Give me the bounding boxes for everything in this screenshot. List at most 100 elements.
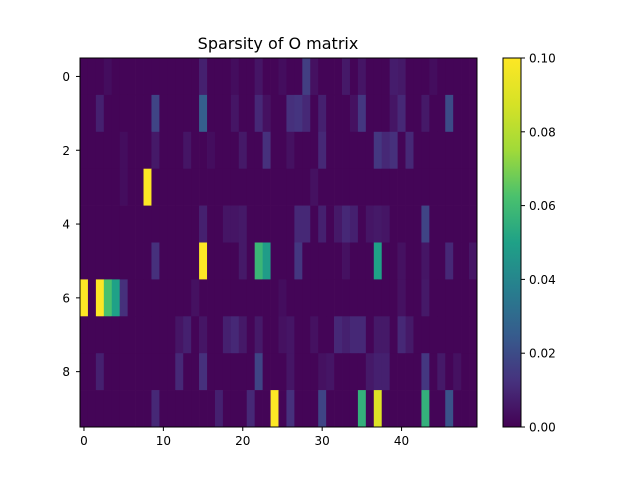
heatmap-cell — [453, 279, 462, 317]
heatmap-cell — [199, 279, 208, 317]
heatmap-cell — [167, 94, 176, 133]
heatmap-cell — [246, 168, 256, 206]
heatmap-cell — [278, 353, 287, 391]
heatmap-cell — [135, 58, 144, 96]
heatmap-cell — [445, 58, 454, 96]
heatmap-cell — [80, 316, 89, 354]
heatmap-cell — [135, 168, 144, 206]
heatmap-cell — [357, 353, 367, 391]
heatmap-cell — [334, 58, 343, 96]
heatmap-cell — [111, 94, 121, 133]
heatmap-cell — [167, 205, 176, 243]
heatmap-cell — [294, 94, 303, 133]
heatmap-cell — [143, 58, 152, 96]
x-tick-label: 0 — [80, 434, 88, 448]
heatmap-cell — [183, 168, 192, 206]
heatmap-cell — [326, 94, 335, 133]
heatmap-cell — [405, 242, 414, 280]
heatmap-cell — [278, 390, 287, 428]
heatmap-cell — [294, 242, 303, 280]
heatmap-cell — [151, 279, 160, 317]
heatmap-cell — [469, 353, 478, 391]
heatmap-cell — [87, 390, 97, 428]
heatmap-cell — [453, 94, 462, 133]
heatmap-cell — [349, 168, 359, 206]
heatmap-cell — [111, 58, 121, 96]
heatmap-cell — [95, 242, 105, 280]
heatmap-cell — [238, 168, 248, 206]
heatmap-cell — [127, 205, 136, 243]
heatmap-cell — [95, 279, 105, 317]
heatmap-cell — [461, 279, 470, 317]
heatmap-cell — [214, 279, 224, 317]
heatmap-cell — [270, 205, 279, 243]
heatmap-cell — [214, 131, 224, 170]
heatmap-cell — [214, 205, 224, 243]
heatmap-cell — [318, 279, 327, 317]
heatmap-cell — [318, 316, 327, 354]
heatmap-cell — [286, 316, 295, 354]
heatmap-cell — [405, 390, 414, 428]
heatmap-cell — [349, 390, 359, 428]
heatmap-cell — [238, 131, 248, 170]
heatmap-cell — [405, 316, 414, 354]
heatmap-cell — [294, 279, 303, 317]
heatmap-cell — [469, 316, 478, 354]
heatmap-cell — [445, 353, 454, 391]
heatmap-cell — [421, 94, 430, 133]
colorbar-tick-label: 0.08 — [529, 125, 556, 139]
heatmap-cell — [207, 94, 216, 133]
heatmap-cell — [421, 316, 430, 354]
heatmap-cell — [191, 94, 200, 133]
heatmap-cell — [310, 94, 319, 133]
heatmap-cell — [373, 131, 383, 170]
heatmap-cell — [429, 168, 438, 206]
heatmap-cell — [381, 94, 391, 133]
heatmap-cell — [357, 168, 367, 206]
heatmap-cell — [262, 390, 271, 428]
heatmap-cell — [365, 205, 375, 243]
heatmap-cell — [111, 242, 121, 280]
heatmap-cell — [461, 353, 470, 391]
colorbar-tick-label: 0.06 — [529, 199, 556, 213]
heatmap-cell — [334, 205, 343, 243]
heatmap-cell — [278, 58, 287, 96]
heatmap-cell — [246, 353, 256, 391]
heatmap-cell — [262, 205, 271, 243]
heatmap-cell — [453, 242, 462, 280]
heatmap-cell — [310, 205, 319, 243]
heatmap-cell — [397, 242, 406, 280]
heatmap-cell — [80, 58, 89, 96]
heatmap-cell — [207, 168, 216, 206]
heatmap-cell — [199, 353, 208, 391]
heatmap-cell — [103, 390, 113, 428]
heatmap-cell — [143, 353, 152, 391]
heatmap-cell — [326, 58, 335, 96]
heatmap-cell — [286, 390, 295, 428]
heatmap-cell — [191, 205, 200, 243]
heatmap-cell — [80, 353, 89, 391]
heatmap-cell — [405, 205, 414, 243]
heatmap-cell — [135, 390, 144, 428]
heatmap-cell — [151, 94, 160, 133]
heatmap-cell — [262, 279, 271, 317]
heatmap-cell — [135, 131, 144, 170]
heatmap-cell — [445, 279, 454, 317]
heatmap-cell — [111, 353, 121, 391]
heatmap-cell — [103, 353, 113, 391]
x-tick-label: 40 — [394, 434, 409, 448]
heatmap-cell — [230, 279, 240, 317]
heatmap-cell — [318, 353, 327, 391]
heatmap-cell — [357, 58, 367, 96]
heatmap-cell — [80, 94, 89, 133]
heatmap-cell — [445, 94, 454, 133]
heatmap-cell — [278, 316, 287, 354]
heatmap-cell — [302, 279, 311, 317]
heatmap-cell — [207, 242, 216, 280]
heatmap-cell — [175, 353, 184, 391]
heatmap-cell — [421, 353, 430, 391]
heatmap-cell — [214, 58, 224, 96]
heatmap-cell — [397, 390, 406, 428]
heatmap-cell — [381, 168, 391, 206]
heatmap-cell — [302, 168, 311, 206]
